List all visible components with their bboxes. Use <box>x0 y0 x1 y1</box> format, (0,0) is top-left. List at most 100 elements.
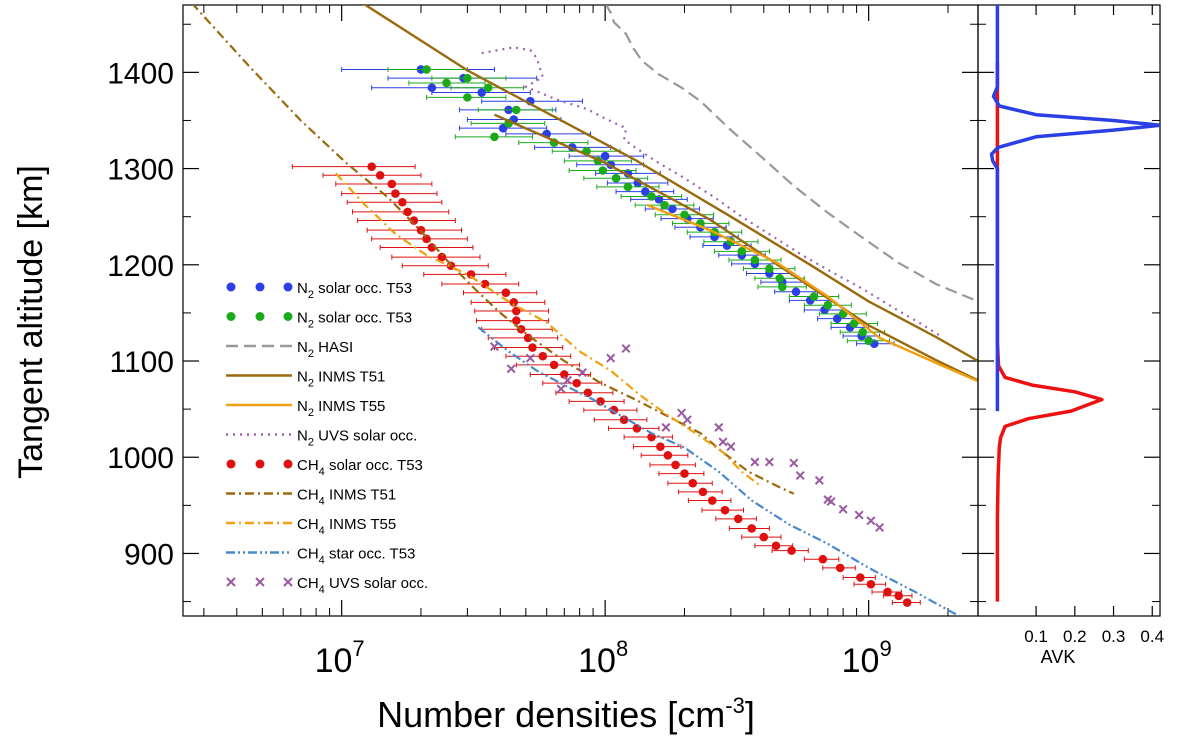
data-point <box>747 524 757 533</box>
data-point <box>619 415 629 425</box>
data-point-cross <box>875 522 885 532</box>
data-point <box>775 273 785 283</box>
data-point-cross <box>714 422 724 432</box>
data-point <box>600 151 610 161</box>
x-tick-label: 109 <box>842 636 892 680</box>
data-point <box>490 132 499 142</box>
legend-label-subscript: 4 <box>319 525 325 537</box>
data-point <box>823 300 833 310</box>
data-point-cross <box>764 457 774 467</box>
legend-label-subscript: 4 <box>319 555 325 567</box>
legend-label-rest: INMS T51 <box>325 487 396 504</box>
data-point <box>791 287 801 297</box>
legend-label: CH4 star occ. T53 <box>297 546 415 567</box>
x-tick-exponent: 9 <box>879 636 891 661</box>
data-point <box>501 288 511 297</box>
legend-label-species: N <box>297 280 308 297</box>
data-point-cross <box>682 415 692 425</box>
legend-label-species: CH <box>297 546 319 563</box>
legend-label: N2 INMS T51 <box>297 369 385 390</box>
legend-label-species: CH <box>297 457 319 474</box>
legend-label-subscript: 2 <box>308 348 314 360</box>
legend-marker <box>283 312 293 321</box>
legend-label-subscript: 2 <box>308 289 314 301</box>
legend-label-species: CH <box>297 487 319 504</box>
data-point <box>688 478 698 488</box>
x-tick-base: 10 <box>315 642 353 680</box>
data-point <box>835 563 845 573</box>
data-point <box>733 514 743 524</box>
data-point-cross <box>866 516 876 526</box>
legend-marker <box>283 282 293 292</box>
data-point-cross <box>506 364 516 374</box>
data-point <box>437 252 447 262</box>
legend-label: CH4 UVS solar occ. <box>297 575 428 596</box>
data-point <box>858 327 868 337</box>
x-axis-title-exponent: -3 <box>725 693 745 718</box>
legend-marker <box>226 577 236 587</box>
data-point <box>375 171 385 180</box>
x-axis-title: Number densities [cm-3] <box>377 693 755 735</box>
legend-label-rest: INMS T55 <box>325 516 396 533</box>
data-point <box>483 83 493 93</box>
x-tick-label: 107 <box>315 636 365 680</box>
data-point <box>422 65 431 74</box>
y-tick-label: 1400 <box>107 57 174 90</box>
data-point <box>698 487 708 497</box>
x-tick-base: 10 <box>578 642 616 680</box>
data-point <box>477 88 486 97</box>
data-point <box>866 579 876 589</box>
data-point <box>849 319 859 328</box>
data-point <box>680 210 689 220</box>
data-point <box>883 587 892 597</box>
data-point <box>894 591 903 601</box>
series-line <box>477 326 960 616</box>
series-line <box>604 5 978 303</box>
data-point <box>668 204 677 214</box>
series-line <box>493 113 978 382</box>
legend-label-subscript: 4 <box>319 496 325 508</box>
avk-axis-title: AVK <box>1041 647 1076 667</box>
data-point <box>560 370 569 379</box>
y-tick-label: 1100 <box>109 346 174 379</box>
series-line <box>363 5 978 363</box>
legend-label: N2 solar occ. T53 <box>297 310 412 331</box>
data-point-cross <box>489 342 499 352</box>
data-point <box>832 314 842 323</box>
legend-marker <box>226 459 236 469</box>
data-point <box>511 316 521 325</box>
y-tick-label: 1300 <box>107 154 174 187</box>
x-tick-label: 108 <box>578 636 628 680</box>
data-point <box>403 207 412 217</box>
data-point <box>611 173 621 183</box>
legend-label: CH4 INMS T51 <box>297 487 396 508</box>
data-point <box>707 496 717 505</box>
legend-label-rest: INMS T51 <box>314 369 385 386</box>
data-point <box>750 255 760 265</box>
x-axis-title-main: Number densities [cm <box>377 694 725 735</box>
data-point <box>647 192 656 201</box>
data-point <box>463 93 472 102</box>
data-point <box>771 541 781 551</box>
legend-label-rest: solar occ. T53 <box>325 457 423 474</box>
legend-label-rest: INMS T55 <box>314 398 385 415</box>
series-line <box>334 172 762 487</box>
data-point <box>528 343 537 352</box>
data-point-cross <box>525 353 535 363</box>
data-point <box>654 195 664 204</box>
data-point-cross <box>789 458 799 468</box>
legend-label-subscript: 2 <box>308 319 314 331</box>
y-tick-label: 1200 <box>107 250 174 283</box>
data-point <box>856 573 865 582</box>
avk-x-tick-label: 0.4 <box>1140 627 1164 646</box>
legend-label: N2 HASI <box>297 339 353 360</box>
data-point-cross <box>621 343 631 354</box>
avk-x-tick-label: 0.1 <box>1024 627 1048 646</box>
legend-marker <box>283 577 293 587</box>
legend-label: CH4 INMS T55 <box>297 516 396 537</box>
data-point-cross <box>854 510 864 520</box>
legend-marker <box>226 312 236 321</box>
data-point <box>511 105 521 115</box>
data-point <box>596 397 605 406</box>
